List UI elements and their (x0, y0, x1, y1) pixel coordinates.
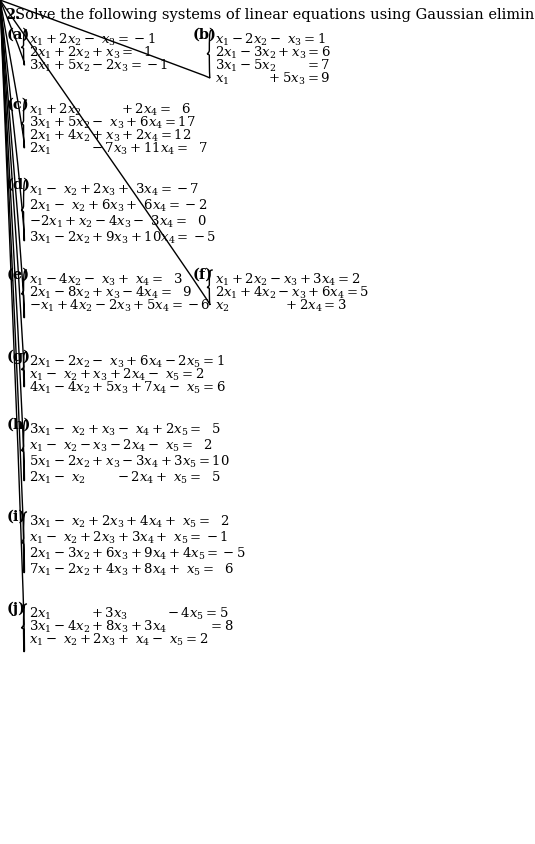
Text: $x_1 + 2x_2 -\ x_3 = -1$: $x_1 + 2x_2 -\ x_3 = -1$ (29, 32, 156, 48)
Text: (g): (g) (7, 349, 31, 364)
Text: $2x_1 - 2x_2 -\ x_3 + 6x_4 - 2x_5 = 1$: $2x_1 - 2x_2 -\ x_3 + 6x_4 - 2x_5 = 1$ (29, 354, 225, 370)
Text: $x_1 - 4x_2 -\ x_3 +\ x_4 =\ \ 3$: $x_1 - 4x_2 -\ x_3 +\ x_4 =\ \ 3$ (29, 272, 183, 288)
Text: $2x_1 + 2x_2 + x_3 =\ \ 1$: $2x_1 + 2x_2 + x_3 =\ \ 1$ (29, 45, 152, 61)
Text: (b): (b) (193, 28, 217, 42)
Text: (e): (e) (7, 268, 30, 282)
Text: 2.: 2. (5, 8, 21, 22)
Text: $3x_1 -\ x_2 + x_3 -\ x_4 + 2x_5 =\ \ 5$: $3x_1 -\ x_2 + x_3 -\ x_4 + 2x_5 =\ \ 5$ (29, 421, 221, 437)
Text: $x_1 - 2x_2 -\ x_3 = 1$: $x_1 - 2x_2 -\ x_3 = 1$ (215, 32, 325, 48)
Text: $x_2\qquad\quad\quad\ + 2x_4 = 3$: $x_2\qquad\quad\quad\ + 2x_4 = 3$ (215, 298, 347, 314)
Text: $2x_1 - 3x_2 + x_3 = 6$: $2x_1 - 3x_2 + x_3 = 6$ (215, 45, 331, 61)
Text: (a): (a) (7, 28, 30, 42)
Text: $x_1 -\ x_2 - x_3 - 2x_4 -\ x_5 =\ \ 2$: $x_1 -\ x_2 - x_3 - 2x_4 -\ x_5 =\ \ 2$ (29, 437, 213, 453)
Text: $x_1 -\ x_2 + x_3 + 2x_4 -\ x_5 = 2$: $x_1 -\ x_2 + x_3 + 2x_4 -\ x_5 = 2$ (29, 366, 204, 382)
Text: $x_1 -\ x_2 + 2x_3 + 3x_4 +\ x_5 = -1$: $x_1 -\ x_2 + 2x_3 + 3x_4 +\ x_5 = -1$ (29, 529, 228, 545)
Text: $3x_1 -\ x_2 + 2x_3 + 4x_4 +\ x_5 =\ \ 2$: $3x_1 -\ x_2 + 2x_3 + 4x_4 +\ x_5 =\ \ 2… (29, 513, 230, 529)
Text: $2x_1 -\ x_2\qquad\ - 2x_4 +\ x_5 =\ \ 5$: $2x_1 -\ x_2\qquad\ - 2x_4 +\ x_5 =\ \ 5… (29, 469, 221, 485)
Text: $3x_1 + 5x_2 -\ x_3 + 6x_4 = 17$: $3x_1 + 5x_2 -\ x_3 + 6x_4 = 17$ (29, 115, 196, 131)
Text: $2x_1\qquad\quad - 7x_3 + 11x_4 =\ \ 7$: $2x_1\qquad\quad - 7x_3 + 11x_4 =\ \ 7$ (29, 141, 208, 157)
Text: (d): (d) (7, 178, 31, 192)
Text: (j): (j) (7, 601, 26, 615)
Text: $3x_1 - 4x_2 + 8x_3 + 3x_4\qquad\quad\ = 8$: $3x_1 - 4x_2 + 8x_3 + 3x_4\qquad\quad\ =… (29, 619, 234, 635)
Text: $x_1 -\ x_2 + 2x_3 +\ 3x_4 = -7$: $x_1 -\ x_2 + 2x_3 +\ 3x_4 = -7$ (29, 181, 200, 197)
Text: $2x_1\qquad\quad + 3x_3\qquad\quad - 4x_5 = 5$: $2x_1\qquad\quad + 3x_3\qquad\quad - 4x_… (29, 605, 229, 621)
Text: $3x_1 - 5x_2\quad\quad\ = 7$: $3x_1 - 5x_2\quad\quad\ = 7$ (215, 58, 330, 74)
Text: $x_1\qquad\quad + 5x_3 = 9$: $x_1\qquad\quad + 5x_3 = 9$ (215, 71, 330, 87)
Text: $x_1 -\ x_2 + 2x_3 +\ x_4 -\ x_5 = 2$: $x_1 -\ x_2 + 2x_3 +\ x_4 -\ x_5 = 2$ (29, 631, 209, 647)
Text: $2x_1 -\ x_2 + 6x_3 +\ 6x_4 = -2$: $2x_1 -\ x_2 + 6x_3 +\ 6x_4 = -2$ (29, 197, 208, 214)
Text: $5x_1 - 2x_2 + x_3 - 3x_4 + 3x_5 = 10$: $5x_1 - 2x_2 + x_3 - 3x_4 + 3x_5 = 10$ (29, 453, 230, 469)
Text: $x_1 + 2x_2 - x_3 + 3x_4 = 2$: $x_1 + 2x_2 - x_3 + 3x_4 = 2$ (215, 272, 360, 288)
Text: $3x_1 + 5x_2 - 2x_3 = -1$: $3x_1 + 5x_2 - 2x_3 = -1$ (29, 58, 169, 74)
Text: (c): (c) (7, 98, 29, 112)
Text: $-2x_1 + x_2 - 4x_3 -\ 3x_4 =\ \ 0$: $-2x_1 + x_2 - 4x_3 -\ 3x_4 =\ \ 0$ (29, 214, 207, 230)
Text: (i): (i) (7, 510, 26, 523)
Text: $4x_1 - 4x_2 + 5x_3 + 7x_4 -\ x_5 = 6$: $4x_1 - 4x_2 + 5x_3 + 7x_4 -\ x_5 = 6$ (29, 380, 226, 396)
Text: $2x_1 + 4x_2 - x_3 + 6x_4 = 5$: $2x_1 + 4x_2 - x_3 + 6x_4 = 5$ (215, 284, 369, 300)
Text: (h): (h) (7, 418, 32, 431)
Text: $2x_1 - 3x_2 + 6x_3 + 9x_4 + 4x_5 = -5$: $2x_1 - 3x_2 + 6x_3 + 9x_4 + 4x_5 = -5$ (29, 545, 246, 561)
Text: $3x_1 - 2x_2 + 9x_3 + 10x_4 = -5$: $3x_1 - 2x_2 + 9x_3 + 10x_4 = -5$ (29, 230, 216, 246)
Text: (f): (f) (193, 268, 213, 282)
Text: $x_1 + 2x_2\qquad\quad + 2x_4 =\ \ 6$: $x_1 + 2x_2\qquad\quad + 2x_4 =\ \ 6$ (29, 102, 191, 118)
Text: $2x_1 - 8x_2 + x_3 - 4x_4 =\ \ 9$: $2x_1 - 8x_2 + x_3 - 4x_4 =\ \ 9$ (29, 284, 192, 300)
Text: $-x_1 + 4x_2 - 2x_3 + 5x_4 = -6$: $-x_1 + 4x_2 - 2x_3 + 5x_4 = -6$ (29, 298, 211, 314)
Text: $2x_1 + 4x_2 + x_3 + 2x_4 = 12$: $2x_1 + 4x_2 + x_3 + 2x_4 = 12$ (29, 127, 192, 144)
Text: $7x_1 - 2x_2 + 4x_3 + 8x_4 +\ x_5 =\ \ 6$: $7x_1 - 2x_2 + 4x_3 + 8x_4 +\ x_5 =\ \ 6… (29, 561, 234, 577)
Text: Solve the following systems of linear equations using Gaussian elimination.: Solve the following systems of linear eq… (16, 8, 535, 22)
